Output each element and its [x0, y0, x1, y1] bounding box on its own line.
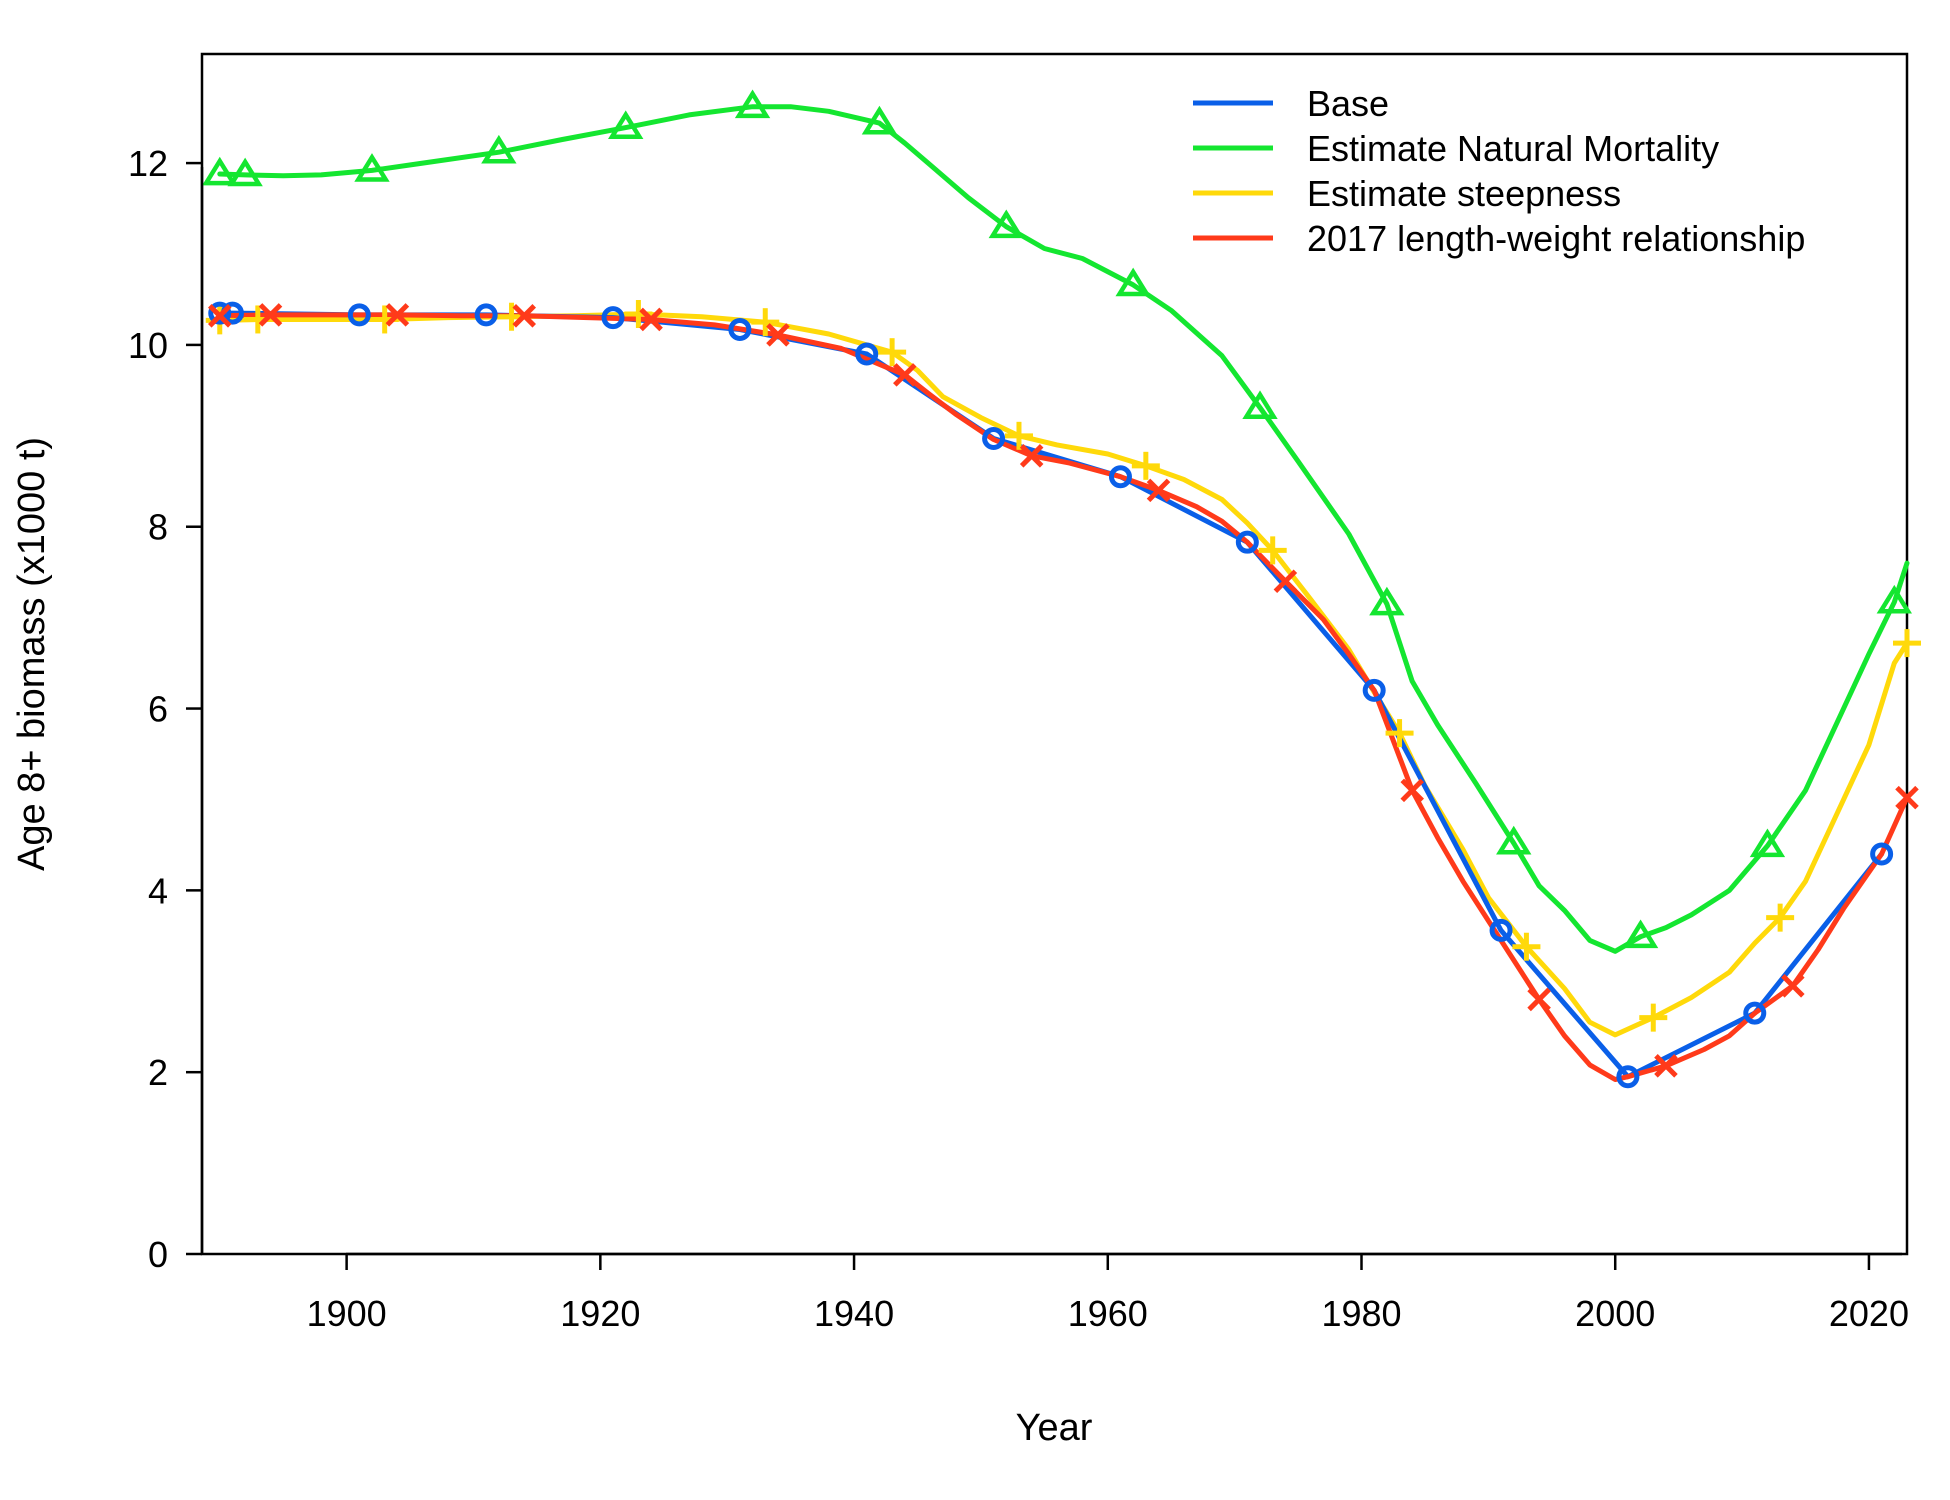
y-tick-label: 0: [148, 1234, 168, 1275]
data-point-x: [766, 323, 790, 347]
data-point-triangle: [1749, 828, 1786, 858]
y-tick-label: 4: [148, 870, 168, 911]
data-point-circle: [208, 301, 232, 325]
data-point-triangle: [354, 153, 390, 182]
x-tick-label: 1940: [814, 1293, 894, 1334]
data-point-plus: [1893, 629, 1921, 658]
legend-label-0: Base: [1307, 83, 1389, 124]
y-axis: 0 2 4 6 8 10 12: [128, 143, 204, 1275]
data-point-x: [1781, 974, 1805, 998]
x-tick-label: 2000: [1575, 1293, 1655, 1334]
data-point-x: [893, 363, 917, 387]
data-point-triangle: [734, 89, 771, 119]
data-point-circle: [347, 303, 371, 327]
data-point-triangle: [481, 134, 517, 164]
data-point-circle: [1108, 465, 1132, 489]
x-tick-label: 1980: [1321, 1293, 1401, 1334]
y-tick-label: 2: [148, 1052, 168, 1093]
data-point-circle: [1616, 1065, 1640, 1089]
x-axis-title: Year: [1016, 1407, 1093, 1449]
data-point-circle: [982, 427, 1006, 451]
series-line-2: [217, 311, 1910, 1038]
data-point-x: [207, 304, 232, 328]
data-point-plus: [1639, 1003, 1668, 1032]
x-tick-label: 1960: [1068, 1293, 1148, 1334]
y-axis-title: Age 8+ biomass (x1000 t): [11, 437, 53, 871]
y-tick-label: 8: [148, 507, 168, 548]
data-point-x: [1273, 569, 1298, 594]
series-line-3: [217, 312, 1910, 1082]
series-line-0: [217, 310, 1885, 1080]
data-point-triangle: [1876, 584, 1912, 614]
x-tick-label: 2020: [1829, 1293, 1909, 1334]
legend-label-3: 2017 length-weight relationship: [1307, 218, 1805, 259]
y-tick-label: 12: [128, 143, 168, 184]
data-point-circle: [1362, 678, 1386, 702]
data-point-plus: [1131, 451, 1160, 480]
data-point-plus: [1258, 536, 1287, 565]
data-point-triangle: [608, 110, 644, 139]
series-lines: [217, 104, 1910, 1082]
data-point-plus: [1766, 903, 1795, 932]
data-point-plus: [751, 308, 780, 337]
data-point-x: [1146, 478, 1171, 503]
data-point-triangle: [861, 105, 898, 135]
data-point-triangle: [1115, 267, 1151, 297]
legend-label-2: Estimate steepness: [1307, 173, 1621, 214]
data-point-triangle: [1622, 919, 1659, 949]
data-point-x: [1895, 785, 1919, 810]
data-point-plus: [878, 338, 907, 367]
data-point-triangle: [227, 157, 263, 187]
data-point-x: [1527, 987, 1551, 1012]
data-point-triangle: [1242, 390, 1278, 419]
data-point-plus: [1004, 421, 1033, 450]
data-point-triangle: [1369, 586, 1405, 616]
data-point-x: [1400, 778, 1425, 803]
series-line-1: [217, 104, 1910, 954]
data-point-circle: [855, 342, 879, 366]
data-point-x: [258, 303, 283, 327]
x-axis: 1900 1920 1940 1960 1980 2000 2020: [307, 1252, 1909, 1334]
y-tick-label: 10: [128, 325, 168, 366]
data-point-x: [385, 303, 410, 327]
x-tick-label: 1900: [307, 1293, 387, 1334]
data-point-triangle: [988, 209, 1024, 239]
data-point-x: [512, 304, 536, 328]
data-point-x: [1019, 444, 1044, 468]
data-point-circle: [1489, 918, 1513, 942]
data-point-circle: [1870, 842, 1894, 866]
y-tick-label: 6: [148, 689, 168, 730]
data-point-x: [639, 307, 663, 332]
data-point-triangle: [1496, 825, 1532, 855]
data-point-circle: [1235, 530, 1259, 554]
data-point-circle: [1743, 1001, 1767, 1025]
series-markers: [202, 89, 1921, 1089]
data-point-circle: [728, 317, 752, 341]
data-point-plus: [1512, 932, 1541, 961]
data-point-circle: [474, 303, 498, 327]
data-point-circle: [601, 306, 625, 330]
data-point-triangle: [202, 156, 238, 186]
legend-label-1: Estimate Natural Mortality: [1307, 128, 1719, 169]
data-point-x: [1654, 1054, 1678, 1078]
data-point-plus: [1385, 719, 1414, 748]
x-tick-label: 1920: [560, 1293, 640, 1334]
